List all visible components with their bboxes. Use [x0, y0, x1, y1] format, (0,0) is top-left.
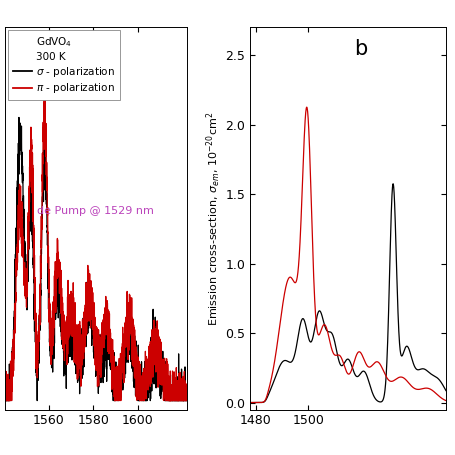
Text: b: b — [354, 39, 367, 59]
Y-axis label: Emission cross-section, $\sigma_{em}$, $10^{-20}$cm$^2$: Emission cross-section, $\sigma_{em}$, $… — [204, 111, 222, 325]
Legend: GdVO$_4$, 300 K, $\sigma$ - polarization, $\pi$ - polarization: GdVO$_4$, 300 K, $\sigma$ - polarization… — [8, 30, 120, 101]
Text: de Pump @ 1529 nm: de Pump @ 1529 nm — [37, 206, 154, 216]
